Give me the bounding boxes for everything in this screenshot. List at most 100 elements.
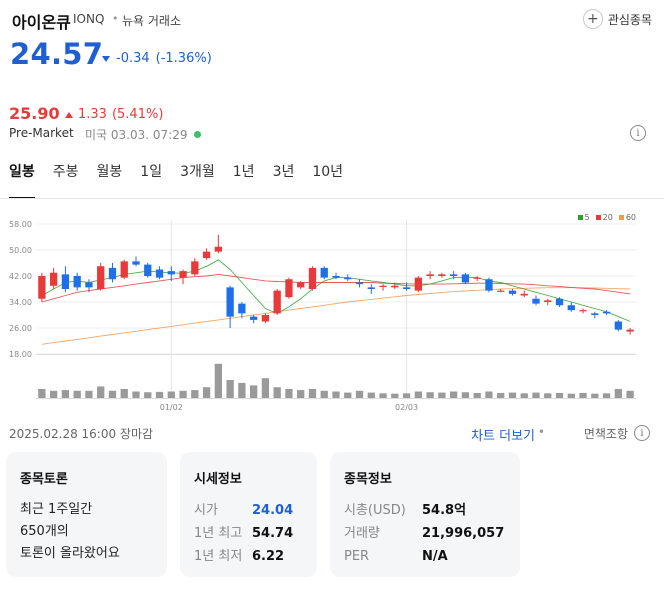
- change-value: -0.34: [116, 51, 150, 66]
- y-tick-label: 50.00: [9, 246, 32, 255]
- tab-daily[interactable]: 일봉: [9, 161, 35, 199]
- trade-time: 2025.02.28 16:00 장마감: [9, 427, 154, 441]
- candle-body: [402, 287, 411, 289]
- candle-body: [50, 272, 58, 286]
- tab-monthly[interactable]: 월봉: [96, 164, 123, 180]
- info-row-per: PER N/A: [344, 545, 506, 568]
- volume-bar: [508, 392, 517, 398]
- quote-card: 시세정보 시가 24.04 1년 최고 54.74 1년 최저 6.22: [180, 452, 317, 577]
- volume-bar: [473, 392, 481, 398]
- volume-bar: [544, 393, 552, 398]
- quote-row-high: 1년 최고 54.74: [194, 522, 303, 545]
- info-value: 21,996,057: [422, 526, 505, 541]
- volume-bar: [626, 390, 634, 398]
- volume-bar: [485, 391, 493, 398]
- premarket-row: Pre-Market 미국 03.03. 07:29 i: [9, 125, 652, 144]
- candle-body: [379, 285, 387, 287]
- forum-title: 종목토론: [20, 472, 68, 487]
- volume-bar: [391, 393, 399, 398]
- volume-bar: [332, 391, 340, 398]
- volume-bar: [61, 390, 70, 398]
- down-arrow-icon: [102, 55, 110, 62]
- premarket-label: Pre-Market: [9, 126, 74, 140]
- candle-body: [261, 315, 270, 322]
- volume-bar: [214, 363, 222, 398]
- x-tick-label: 01/02: [160, 403, 183, 412]
- status-row: 2025.02.28 16:00 장마감 차트 더보기 • 면책조항 i: [9, 425, 650, 444]
- x-tick-label: 02/03: [395, 403, 418, 412]
- y-tick-label: 26.00: [9, 324, 32, 333]
- volume-bar: [273, 387, 281, 398]
- volume-bar: [50, 390, 58, 398]
- quote-row-open: 시가 24.04: [194, 499, 303, 522]
- volume-bar: [532, 392, 540, 398]
- volume-bar: [285, 389, 293, 398]
- volume-bar: [97, 386, 105, 398]
- volume-bar: [426, 392, 434, 398]
- candle-body: [626, 329, 634, 332]
- volume-bar: [414, 391, 422, 398]
- volume-bar: [179, 390, 187, 398]
- stock-info-card: 종목정보 시총(USD) 54.8억 거래량 21,996,057 PER N/…: [330, 452, 520, 577]
- candlestick-chart[interactable]: 58.00 50.00 42.00 34.00 26.00 18.00 01/02 02/03: [0, 206, 664, 416]
- volume-bar: [591, 393, 599, 398]
- candle-body: [73, 276, 81, 288]
- candle-body: [414, 277, 422, 291]
- tab-1year[interactable]: 1년: [232, 164, 255, 180]
- ma20-line: [41, 273, 631, 303]
- ma5-line: [41, 259, 631, 322]
- premarket-price: 25.90: [9, 104, 60, 123]
- volume-bar: [144, 392, 152, 398]
- quote-label: 시가: [194, 503, 218, 518]
- info-value: N/A: [422, 549, 448, 564]
- volume-bar: [614, 389, 622, 398]
- info-icon[interactable]: i: [634, 425, 650, 441]
- info-label: 시총(USD): [344, 503, 406, 518]
- y-tick-label: 18.00: [9, 350, 32, 359]
- volume-bar: [226, 380, 234, 398]
- stock-info-title: 종목정보: [344, 472, 392, 487]
- volume-bar: [379, 393, 387, 398]
- candle-body: [179, 271, 187, 278]
- y-tick-label: 34.00: [9, 298, 32, 307]
- legend-ma60: 60: [618, 213, 636, 222]
- volume-bar: [308, 389, 317, 398]
- volume-bar: [167, 391, 175, 398]
- volume-bar: [555, 392, 564, 398]
- tab-10year[interactable]: 10년: [312, 164, 344, 180]
- candle-body: [273, 290, 281, 314]
- candle-body: [355, 282, 364, 285]
- premarket-change-value: 1.33: [78, 107, 107, 122]
- volume-bar: [402, 393, 411, 398]
- candle-body: [497, 290, 505, 292]
- candle-body: [250, 316, 258, 320]
- premarket-time: 미국 03.03. 07:29: [85, 128, 188, 142]
- add-favorite-button[interactable]: + 관심종목: [582, 9, 652, 29]
- volume-bar: [261, 378, 270, 398]
- candle-body: [579, 310, 587, 312]
- live-status-dot: [194, 131, 201, 138]
- tab-weekly[interactable]: 주봉: [52, 164, 79, 180]
- info-label: PER: [344, 549, 370, 564]
- stock-name: 아이온큐: [12, 13, 71, 32]
- volume-bar: [497, 392, 505, 398]
- volume-bar: [461, 392, 470, 398]
- price-chart[interactable]: 58.00 50.00 42.00 34.00 26.00 18.00 01/02 02/03…: [0, 206, 664, 416]
- tab-3year[interactable]: 3년: [272, 164, 295, 180]
- volume-bar: [132, 391, 140, 398]
- forum-card[interactable]: 종목토론 최근 1주일간 650개의 토론이 올라왔어요: [6, 452, 167, 577]
- volume-bar: [191, 390, 199, 398]
- volume-bar: [355, 390, 364, 398]
- candle-body: [332, 276, 340, 278]
- candle-body: [614, 321, 622, 330]
- candle-body: [144, 264, 152, 276]
- stock-code: IONQ: [73, 12, 105, 26]
- volume-bar: [38, 389, 46, 398]
- volume-bar: [155, 391, 164, 398]
- tab-1day[interactable]: 1일: [140, 164, 163, 180]
- chart-more-link[interactable]: 차트 더보기: [471, 429, 535, 444]
- info-icon[interactable]: i: [630, 125, 646, 141]
- volume-bar: [250, 385, 258, 398]
- disclaimer-link[interactable]: 면책조항: [583, 427, 628, 441]
- tab-3month[interactable]: 3개월: [180, 164, 215, 180]
